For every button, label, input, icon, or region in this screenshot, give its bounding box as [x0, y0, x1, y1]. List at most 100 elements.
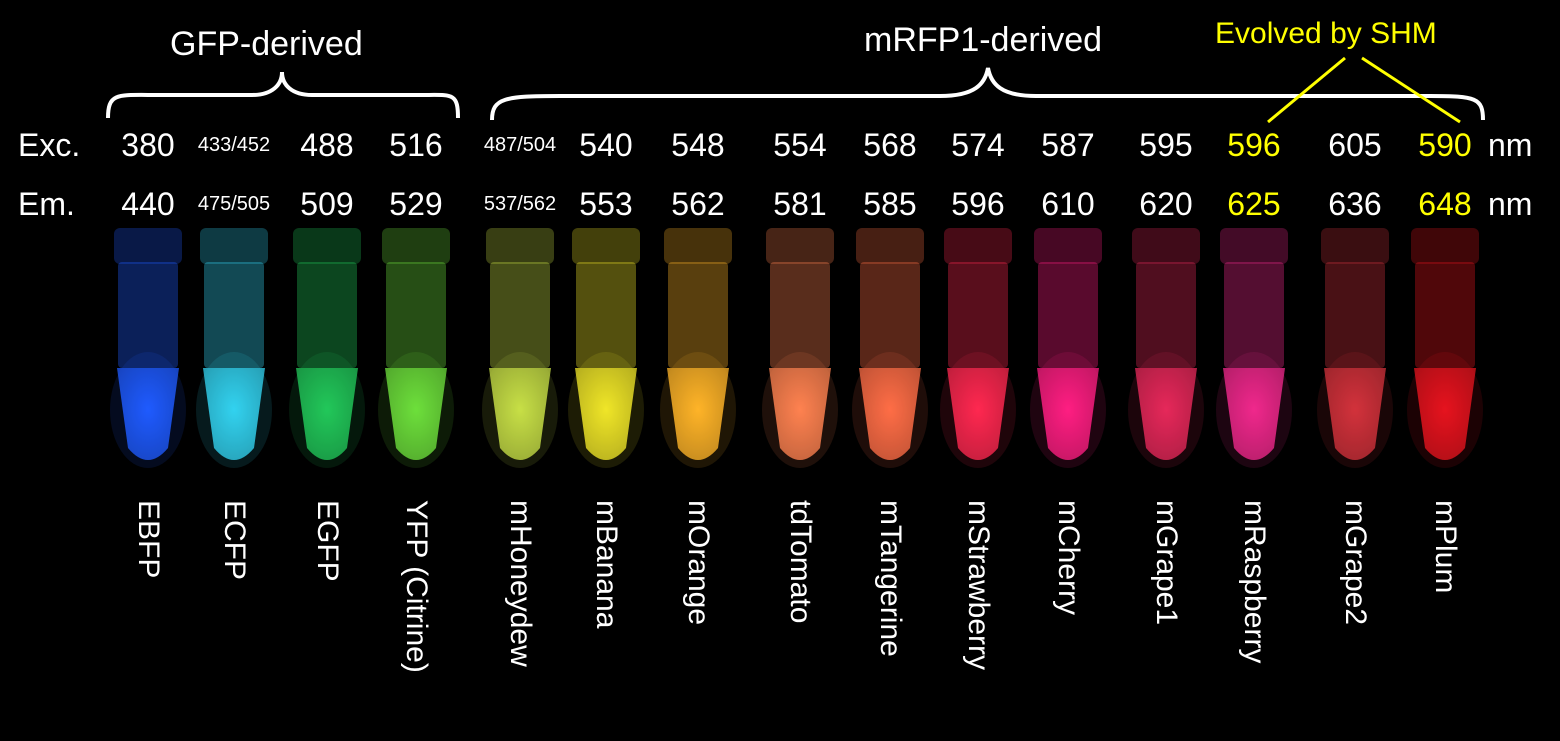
- excitation-value-5: 487/504: [483, 134, 557, 156]
- tube-body: [386, 262, 446, 368]
- tube-liquid: [1324, 368, 1386, 460]
- tube-glow: [1030, 352, 1106, 468]
- tube-cap: [114, 228, 182, 264]
- emission-value-13: 625: [1227, 186, 1281, 222]
- excitation-value-3: 488: [300, 127, 354, 163]
- tube-cap: [200, 228, 268, 264]
- tube-body: [948, 262, 1008, 368]
- tube-body: [204, 262, 264, 368]
- emission-value-10: 596: [951, 186, 1005, 222]
- emission-value-2: 475/505: [197, 193, 271, 215]
- tube-body: [1415, 262, 1475, 368]
- emission-value-12: 620: [1139, 186, 1193, 222]
- tube-cap: [572, 228, 640, 264]
- mrfp-brace: [490, 67, 1485, 121]
- excitation-value-10: 574: [951, 127, 1005, 163]
- tube-liquid: [667, 368, 729, 460]
- protein-name-4: YFP (Citrine): [400, 500, 433, 673]
- protein-name-6: mBanana: [590, 500, 623, 629]
- mrfp-group-label: mRFP1-derived: [864, 21, 1103, 59]
- tube-glow: [110, 352, 186, 468]
- tube-liquid: [575, 368, 637, 460]
- tube-4: [378, 228, 454, 468]
- tube-glow: [378, 352, 454, 468]
- emission-value-11: 610: [1041, 186, 1095, 222]
- tube-body: [668, 262, 728, 368]
- protein-name-8: tdTomato: [784, 500, 817, 624]
- tube-glow: [482, 352, 558, 468]
- tube-cap: [1034, 228, 1102, 264]
- tube-cap: [856, 228, 924, 264]
- tube-glow: [1317, 352, 1393, 468]
- shm-group-label: Evolved by SHM: [1215, 17, 1437, 50]
- tube-liquid: [1037, 368, 1099, 460]
- excitation-value-6: 540: [579, 127, 633, 163]
- emission-value-14: 636: [1328, 186, 1382, 222]
- tube-glow: [852, 352, 928, 468]
- protein-name-9: mTangerine: [874, 500, 907, 657]
- excitation-row-label: Exc.: [18, 127, 81, 163]
- tube-cap: [486, 228, 554, 264]
- excitation-value-1: 380: [121, 127, 175, 163]
- tube-liquid: [1135, 368, 1197, 460]
- tube-body: [118, 262, 178, 368]
- tube-9: [852, 228, 928, 468]
- emission-value-1: 440: [121, 186, 175, 222]
- tube-cap: [766, 228, 834, 264]
- emission-value-4: 529: [389, 186, 443, 222]
- tube-14: [1317, 228, 1393, 468]
- tube-body: [1224, 262, 1284, 368]
- emission-value-6: 553: [579, 186, 633, 222]
- shm-pointer-left: [1267, 56, 1346, 124]
- protein-name-2: ECFP: [218, 500, 251, 581]
- tube-body: [860, 262, 920, 368]
- protein-name-10: mStrawberry: [962, 500, 995, 671]
- tube-glow: [1128, 352, 1204, 468]
- tube-body: [1038, 262, 1098, 368]
- tube-glow: [762, 352, 838, 468]
- tube-cap: [1321, 228, 1389, 264]
- tube-liquid: [203, 368, 265, 460]
- excitation-value-9: 568: [863, 127, 917, 163]
- gfp-group-label: GFP-derived: [170, 25, 363, 63]
- protein-name-7: mOrange: [682, 500, 715, 626]
- tube-liquid: [489, 368, 551, 460]
- tube-cap: [1220, 228, 1288, 264]
- tube-body: [1325, 262, 1385, 368]
- emission-value-9: 585: [863, 186, 917, 222]
- emission-value-3: 509: [300, 186, 354, 222]
- tube-cap: [1411, 228, 1479, 264]
- tube-glow: [660, 352, 736, 468]
- tube-liquid: [947, 368, 1009, 460]
- emission-value-8: 581: [773, 186, 827, 222]
- tube-glow: [289, 352, 365, 468]
- protein-name-3: EGFP: [311, 500, 344, 582]
- tube-body: [770, 262, 830, 368]
- protein-name-1: EBFP: [132, 500, 165, 579]
- tube-13: [1216, 228, 1292, 468]
- protein-name-5: mHoneydew: [504, 500, 537, 667]
- tube-15: [1407, 228, 1483, 468]
- tube-liquid: [1414, 368, 1476, 460]
- emission-unit: nm: [1488, 186, 1533, 222]
- protein-name-13: mRaspberry: [1238, 500, 1271, 664]
- excitation-value-4: 516: [389, 127, 443, 163]
- tube-liquid: [769, 368, 831, 460]
- tube-body: [1136, 262, 1196, 368]
- excitation-value-8: 554: [773, 127, 827, 163]
- tube-glow: [1407, 352, 1483, 468]
- excitation-value-11: 587: [1041, 127, 1095, 163]
- tube-liquid: [296, 368, 358, 460]
- tube-1: [110, 228, 186, 468]
- gfp-brace: [106, 71, 460, 119]
- protein-name-14: mGrape2: [1339, 500, 1372, 626]
- tube-body: [576, 262, 636, 368]
- excitation-value-2: 433/452: [197, 134, 271, 156]
- tube-cap: [1132, 228, 1200, 264]
- tube-cap: [382, 228, 450, 264]
- tube-glow: [568, 352, 644, 468]
- excitation-value-15: 590: [1418, 127, 1472, 163]
- tube-8: [762, 228, 838, 468]
- tube-glow: [940, 352, 1016, 468]
- excitation-value-14: 605: [1328, 127, 1382, 163]
